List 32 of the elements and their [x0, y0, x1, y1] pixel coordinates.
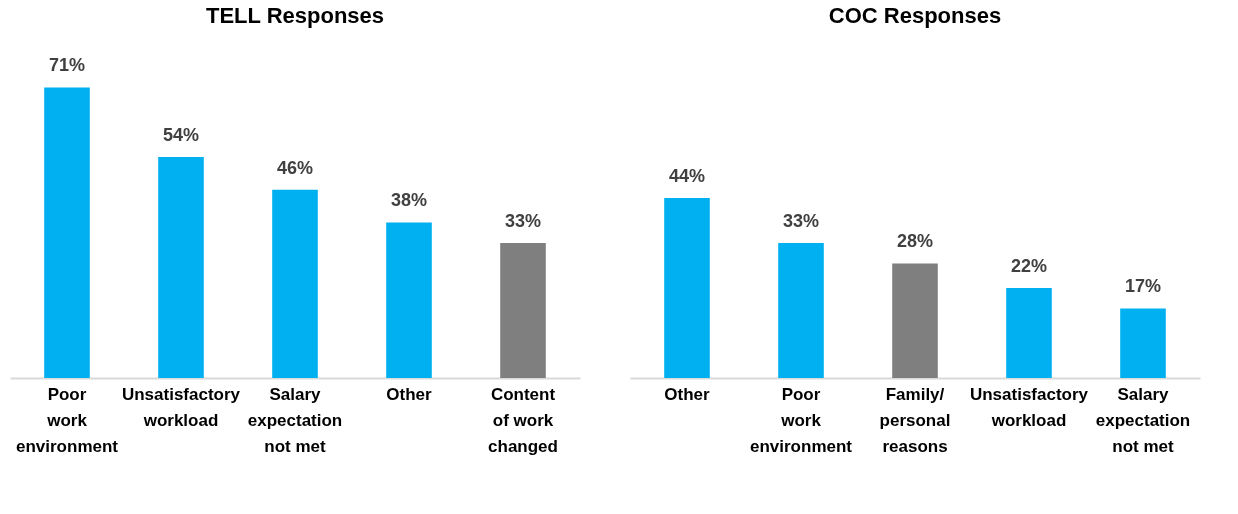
x-tick-label: Salary expectation not met	[1095, 384, 1191, 456]
bar	[1006, 287, 1052, 378]
x-tick-label: Unsatisfactory workload	[969, 384, 1089, 430]
data-label: 28%	[896, 231, 934, 252]
x-tick-label: Content of work changed	[488, 384, 558, 456]
bar	[1120, 308, 1166, 378]
x-tick-label: Poor work environment	[749, 384, 853, 456]
chart-title: TELL Responses	[205, 3, 385, 28]
data-label: 44%	[668, 165, 706, 186]
bar	[44, 87, 90, 378]
data-label: 33%	[782, 210, 820, 231]
x-tick-label: Other	[386, 384, 433, 404]
data-label: 38%	[390, 190, 428, 211]
bar	[892, 263, 938, 378]
bar	[386, 222, 432, 378]
x-tick-label: Salary expectation not met	[247, 384, 343, 456]
data-label: 17%	[1124, 276, 1162, 297]
x-tick-label: Family/ personal reasons	[879, 384, 951, 456]
bar	[500, 242, 546, 378]
bar	[778, 242, 824, 378]
x-tick-label: Unsatisfactory workload	[121, 384, 241, 430]
data-label: 54%	[162, 124, 200, 145]
bar	[158, 156, 204, 378]
x-tick-label: Poor work environment	[15, 384, 119, 456]
data-label: 33%	[504, 210, 542, 231]
data-label: 22%	[1010, 255, 1048, 276]
bar	[664, 197, 710, 378]
x-tick-label: Other	[664, 384, 711, 404]
data-label: 71%	[48, 55, 86, 76]
data-label: 46%	[276, 157, 314, 178]
bar	[272, 189, 318, 378]
chart-title: COC Responses	[828, 3, 1002, 28]
